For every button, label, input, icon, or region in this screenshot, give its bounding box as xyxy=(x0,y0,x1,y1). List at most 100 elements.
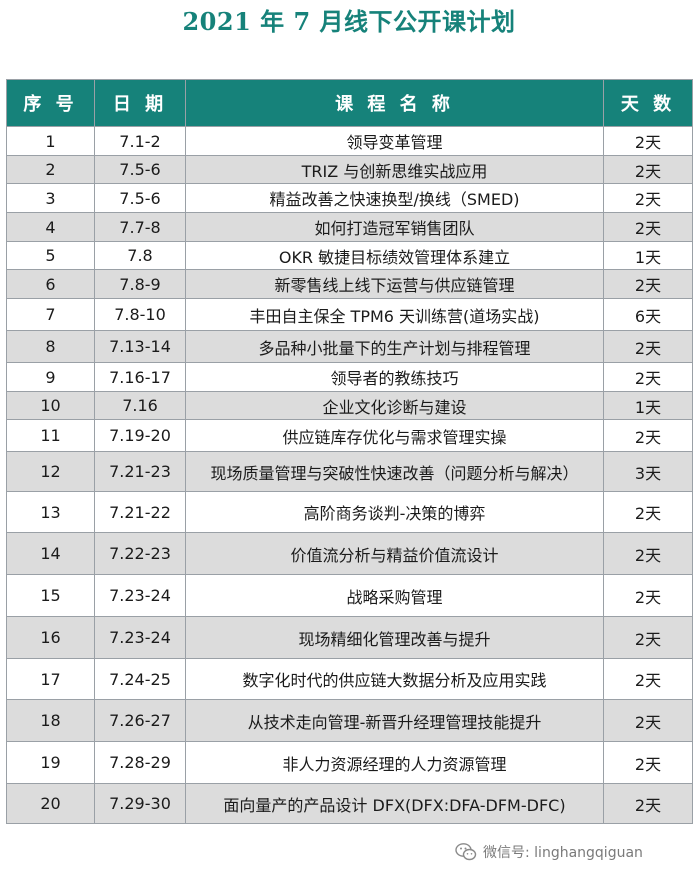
cell-number: 11 xyxy=(6,419,95,452)
table-row: 5 7.8 OKR 敏捷目标绩效管理体系建立 1天 xyxy=(6,241,693,270)
cell-date: 7.23-24 xyxy=(94,574,186,617)
cell-days: 2天 xyxy=(603,330,693,363)
cell-days: 2天 xyxy=(603,419,693,452)
cell-date: 7.21-23 xyxy=(94,451,186,492)
cell-course-name: 企业文化诊断与建设 xyxy=(185,391,604,420)
cell-number: 12 xyxy=(6,451,95,492)
cell-number: 16 xyxy=(6,616,95,659)
cell-days: 2天 xyxy=(603,741,693,784)
cell-course-name: 丰田自主保全 TPM6 天训练营(道场实战) xyxy=(185,298,604,331)
cell-days: 2天 xyxy=(603,574,693,617)
cell-course-name: 新零售线上线下运营与供应链管理 xyxy=(185,269,604,299)
cell-days: 2天 xyxy=(603,532,693,575)
table-row: 17 7.24-25 数字化时代的供应链大数据分析及应用实践 2天 xyxy=(6,658,693,700)
table-row: 8 7.13-14 多品种小批量下的生产计划与排程管理 2天 xyxy=(6,330,693,363)
table-header-row: 序 号 日 期 课 程 名 称 天 数 xyxy=(6,79,693,127)
header-days: 天 数 xyxy=(603,79,693,127)
cell-number: 18 xyxy=(6,699,95,742)
cell-date: 7.16-17 xyxy=(94,362,186,392)
cell-date: 7.28-29 xyxy=(94,741,186,784)
cell-number: 3 xyxy=(6,183,95,213)
watermark: 微信号: linghangqiguan xyxy=(455,840,643,864)
course-plan-table: 序 号 日 期 课 程 名 称 天 数 1 7.1-2 领导变革管理 2天 2 7.5-6… xyxy=(6,79,693,824)
cell-course-name: 从技术走向管理-新晋升经理管理技能提升 xyxy=(185,699,604,742)
cell-course-name: 供应链库存优化与需求管理实操 xyxy=(185,419,604,452)
cell-days: 2天 xyxy=(603,658,693,700)
watermark-text: 微信号: linghangqiguan xyxy=(483,845,643,861)
cell-date: 7.23-24 xyxy=(94,616,186,659)
cell-number: 14 xyxy=(6,532,95,575)
table-row: 18 7.26-27 从技术走向管理-新晋升经理管理技能提升 2天 xyxy=(6,699,693,742)
cell-course-name: 高阶商务谈判-决策的博弈 xyxy=(185,491,604,533)
cell-days: 2天 xyxy=(603,783,693,824)
cell-date: 7.8 xyxy=(94,241,186,270)
cell-days: 2天 xyxy=(603,699,693,742)
table-row: 10 7.16 企业文化诊断与建设 1天 xyxy=(6,391,693,420)
cell-date: 7.29-30 xyxy=(94,783,186,824)
cell-number: 5 xyxy=(6,241,95,270)
cell-course-name: 价值流分析与精益价值流设计 xyxy=(185,532,604,575)
table-row: 12 7.21-23 现场质量管理与突破性快速改善（问题分析与解决） 3天 xyxy=(6,451,693,492)
cell-course-name: 多品种小批量下的生产计划与排程管理 xyxy=(185,330,604,363)
table-row: 15 7.23-24 战略采购管理 2天 xyxy=(6,574,693,617)
cell-number: 10 xyxy=(6,391,95,420)
cell-days: 2天 xyxy=(603,616,693,659)
cell-course-name: 现场精细化管理改善与提升 xyxy=(185,616,604,659)
cell-number: 4 xyxy=(6,212,95,242)
cell-date: 7.16 xyxy=(94,391,186,420)
header-date: 日 期 xyxy=(94,79,186,127)
cell-days: 6天 xyxy=(603,298,693,331)
cell-number: 15 xyxy=(6,574,95,617)
table-row: 13 7.21-22 高阶商务谈判-决策的博弈 2天 xyxy=(6,491,693,533)
cell-course-name: 非人力资源经理的人力资源管理 xyxy=(185,741,604,784)
table-row: 19 7.28-29 非人力资源经理的人力资源管理 2天 xyxy=(6,741,693,784)
cell-number: 13 xyxy=(6,491,95,533)
header-course-name: 课 程 名 称 xyxy=(185,79,604,127)
table-row: 2 7.5-6 TRIZ 与创新思维实战应用 2天 xyxy=(6,155,693,184)
cell-days: 1天 xyxy=(603,241,693,270)
cell-course-name: 精益改善之快速换型/换线（SMED) xyxy=(185,183,604,213)
cell-course-name: TRIZ 与创新思维实战应用 xyxy=(185,155,604,184)
table-row: 11 7.19-20 供应链库存优化与需求管理实操 2天 xyxy=(6,419,693,452)
cell-date: 7.26-27 xyxy=(94,699,186,742)
cell-days: 2天 xyxy=(603,155,693,184)
cell-course-name: 战略采购管理 xyxy=(185,574,604,617)
cell-date: 7.5-6 xyxy=(94,155,186,184)
cell-number: 7 xyxy=(6,298,95,331)
cell-number: 6 xyxy=(6,269,95,299)
table-row: 3 7.5-6 精益改善之快速换型/换线（SMED) 2天 xyxy=(6,183,693,213)
page-title: 2021 年 7 月线下公开课计划 xyxy=(182,7,516,36)
cell-course-name: 现场质量管理与突破性快速改善（问题分析与解决） xyxy=(185,451,604,492)
table-row: 9 7.16-17 领导者的教练技巧 2天 xyxy=(6,362,693,392)
cell-date: 7.8-10 xyxy=(94,298,186,331)
cell-number: 17 xyxy=(6,658,95,700)
table-row: 20 7.29-30 面向量产的产品设计 DFX(DFX:DFA-DFM-DFC) 2… xyxy=(6,783,693,824)
cell-days: 2天 xyxy=(603,183,693,213)
cell-days: 2天 xyxy=(603,362,693,392)
header-number: 序 号 xyxy=(6,79,95,127)
table-row: 7 7.8-10 丰田自主保全 TPM6 天训练营(道场实战) 6天 xyxy=(6,298,693,331)
cell-number: 20 xyxy=(6,783,95,824)
table-row: 1 7.1-2 领导变革管理 2天 xyxy=(6,126,693,156)
cell-days: 3天 xyxy=(603,451,693,492)
cell-date: 7.7-8 xyxy=(94,212,186,242)
cell-date: 7.13-14 xyxy=(94,330,186,363)
wechat-icon xyxy=(455,843,477,861)
cell-date: 7.24-25 xyxy=(94,658,186,700)
cell-course-name: 面向量产的产品设计 DFX(DFX:DFA-DFM-DFC) xyxy=(185,783,604,824)
cell-course-name: 领导变革管理 xyxy=(185,126,604,156)
cell-course-name: 领导者的教练技巧 xyxy=(185,362,604,392)
table-row: 16 7.23-24 现场精细化管理改善与提升 2天 xyxy=(6,616,693,659)
cell-days: 2天 xyxy=(603,491,693,533)
cell-course-name: OKR 敏捷目标绩效管理体系建立 xyxy=(185,241,604,270)
cell-course-name: 数字化时代的供应链大数据分析及应用实践 xyxy=(185,658,604,700)
cell-number: 8 xyxy=(6,330,95,363)
cell-number: 9 xyxy=(6,362,95,392)
table-row: 14 7.22-23 价值流分析与精益价值流设计 2天 xyxy=(6,532,693,575)
cell-days: 2天 xyxy=(603,269,693,299)
table-row: 6 7.8-9 新零售线上线下运营与供应链管理 2天 xyxy=(6,269,693,299)
cell-number: 19 xyxy=(6,741,95,784)
cell-number: 1 xyxy=(6,126,95,156)
cell-date: 7.5-6 xyxy=(94,183,186,213)
cell-days: 2天 xyxy=(603,126,693,156)
